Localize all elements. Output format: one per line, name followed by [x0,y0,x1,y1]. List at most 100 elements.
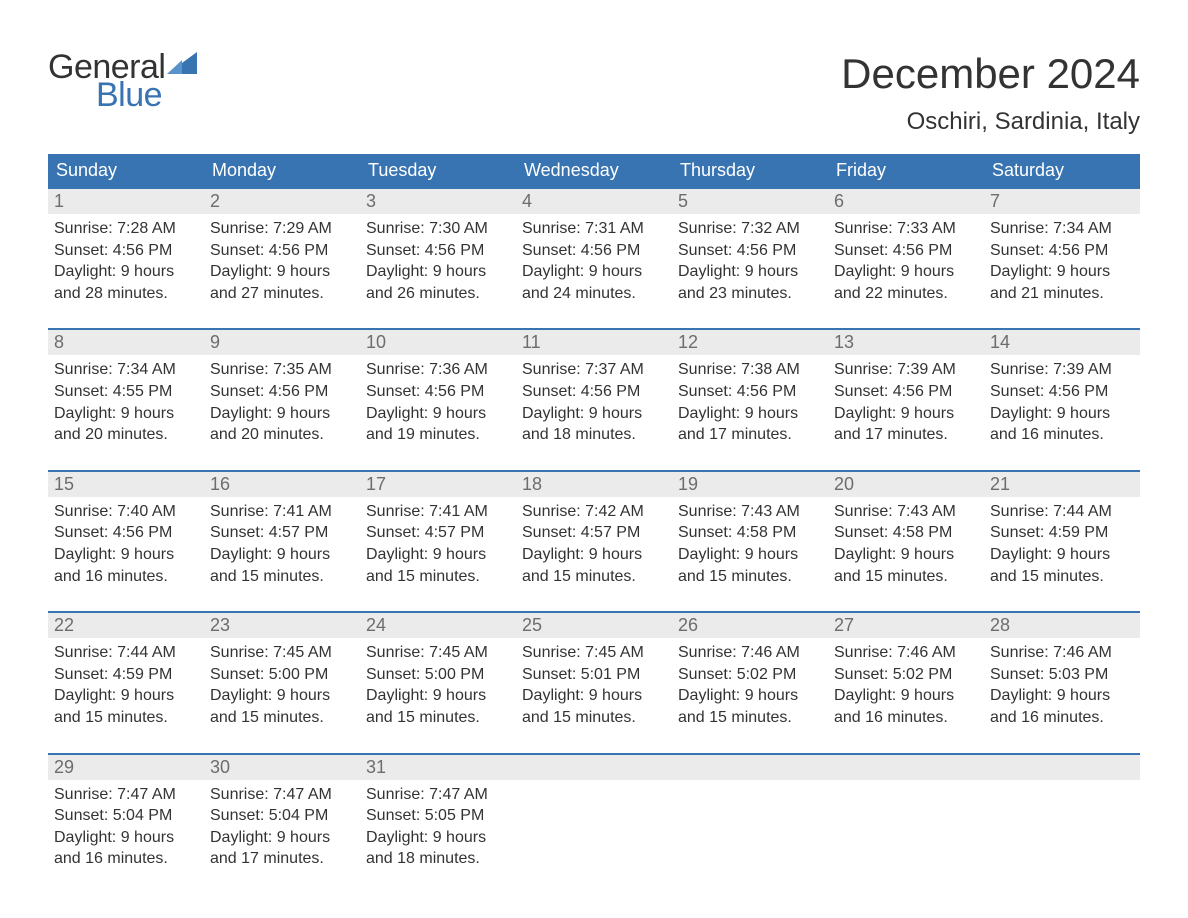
daylight-text-2: and 15 minutes. [54,707,198,729]
week-row: 22Sunrise: 7:44 AMSunset: 4:59 PMDayligh… [48,611,1140,734]
day-cell: 24Sunrise: 7:45 AMSunset: 5:00 PMDayligh… [360,613,516,734]
day-number: 22 [54,615,74,635]
day-number-row: 5 [672,189,828,214]
daylight-text-2: and 28 minutes. [54,283,198,305]
daylight-text-1: Daylight: 9 hours [366,685,510,707]
day-number: 12 [678,332,698,352]
day-cell: 12 Sunrise: 7:38 AMSunset: 4:56 PMDayligh… [672,330,828,451]
day-number-row: 29 [48,755,204,780]
day-number-row [516,755,672,780]
location: Oschiri, Sardinia, Italy [841,108,1140,136]
day-number: 31 [366,757,386,777]
day-number-row: 1 [48,189,204,214]
day-number-row: 23 [204,613,360,638]
day-number-row: 4 [516,189,672,214]
month-title: December 2024 [841,50,1140,98]
daylight-text-1: Daylight: 9 hours [210,261,354,283]
day-body: Sunrise: 7:41 AMSunset: 4:57 PMDaylight:… [360,497,516,593]
day-number: 25 [522,615,542,635]
daylight-text-1: Daylight: 9 hours [834,403,978,425]
daylight-text-2: and 26 minutes. [366,283,510,305]
daylight-text-1: Daylight: 9 hours [210,403,354,425]
day-cell: 15Sunrise: 7:40 AMSunset: 4:56 PMDayligh… [48,472,204,593]
day-body: Sunrise: 7:47 AMSunset: 5:05 PMDaylight:… [360,780,516,876]
daylight-text-2: and 21 minutes. [990,283,1134,305]
day-cell [516,755,672,876]
day-body: Sunrise: 7:34 AMSunset: 4:55 PMDaylight:… [48,355,204,451]
daylight-text-1: Daylight: 9 hours [210,544,354,566]
daylight-text-1: Daylight: 9 hours [522,261,666,283]
sunset-text: Sunset: 5:04 PM [54,805,198,827]
day-cell: 19Sunrise: 7:43 AMSunset: 4:58 PMDayligh… [672,472,828,593]
day-number: 15 [54,474,74,494]
sunrise-text: Sunrise: 7:45 AM [522,642,666,664]
day-number-row: 10 [360,330,516,355]
day-number: 16 [210,474,230,494]
sunrise-text: Sunrise: 7:39 AM [834,359,978,381]
day-number: 3 [366,191,376,211]
day-number-row: 12 [672,330,828,355]
daylight-text-1: Daylight: 9 hours [522,403,666,425]
daylight-text-2: and 15 minutes. [366,707,510,729]
day-body: Sunrise: 7:36 AMSunset: 4:56 PMDaylight:… [360,355,516,451]
sunset-text: Sunset: 4:56 PM [210,240,354,262]
weekday-header: Tuesday [360,154,516,187]
daylight-text-2: and 17 minutes. [678,424,822,446]
day-cell: 11Sunrise: 7:37 AMSunset: 4:56 PMDayligh… [516,330,672,451]
day-cell: 13Sunrise: 7:39 AMSunset: 4:56 PMDayligh… [828,330,984,451]
day-number: 10 [366,332,386,352]
daylight-text-1: Daylight: 9 hours [990,261,1134,283]
weekday-header-row: Sunday Monday Tuesday Wednesday Thursday… [48,154,1140,187]
day-number: 6 [834,191,844,211]
daylight-text-2: and 16 minutes. [54,848,198,870]
weekday-header: Friday [828,154,984,187]
sunrise-text: Sunrise: 7:31 AM [522,218,666,240]
weekday-header: Saturday [984,154,1140,187]
day-number-row: 13 [828,330,984,355]
daylight-text-1: Daylight: 9 hours [366,827,510,849]
daylight-text-1: Daylight: 9 hours [990,685,1134,707]
sunrise-text: Sunrise: 7:42 AM [522,501,666,523]
daylight-text-1: Daylight: 9 hours [990,544,1134,566]
daylight-text-1: Daylight: 9 hours [834,544,978,566]
daylight-text-2: and 15 minutes. [678,566,822,588]
day-cell: 25Sunrise: 7:45 AMSunset: 5:01 PMDayligh… [516,613,672,734]
day-body: Sunrise: 7:39 AMSunset: 4:56 PMDaylight:… [984,355,1140,451]
day-number: 11 [522,332,541,352]
day-body: Sunrise: 7:35 AMSunset: 4:56 PMDaylight:… [204,355,360,451]
day-body: Sunrise: 7:33 AMSunset: 4:56 PMDaylight:… [828,214,984,310]
day-cell: 1Sunrise: 7:28 AMSunset: 4:56 PMDaylight… [48,189,204,310]
day-body: Sunrise: 7:34 AMSunset: 4:56 PMDaylight:… [984,214,1140,310]
sunrise-text: Sunrise: 7:47 AM [366,784,510,806]
day-number: 5 [678,191,688,211]
weekday-header: Thursday [672,154,828,187]
day-cell [984,755,1140,876]
day-cell: 18Sunrise: 7:42 AMSunset: 4:57 PMDayligh… [516,472,672,593]
day-number: 8 [54,332,64,352]
day-number-row: 21 [984,472,1140,497]
title-block: December 2024 Oschiri, Sardinia, Italy [841,50,1140,136]
day-cell: 7Sunrise: 7:34 AMSunset: 4:56 PMDaylight… [984,189,1140,310]
sunrise-text: Sunrise: 7:34 AM [54,359,198,381]
day-number-row [672,755,828,780]
sunrise-text: Sunrise: 7:47 AM [54,784,198,806]
day-number: 21 [990,474,1010,494]
day-body: Sunrise: 7:31 AMSunset: 4:56 PMDaylight:… [516,214,672,310]
day-body: Sunrise: 7:46 AMSunset: 5:03 PMDaylight:… [984,638,1140,734]
daylight-text-2: and 18 minutes. [366,848,510,870]
daylight-text-1: Daylight: 9 hours [990,403,1134,425]
day-number: 19 [678,474,698,494]
day-body: Sunrise: 7:38 AMSunset: 4:56 PMDaylight:… [672,355,828,451]
sunset-text: Sunset: 4:57 PM [522,522,666,544]
day-cell: 20Sunrise: 7:43 AMSunset: 4:58 PMDayligh… [828,472,984,593]
day-cell: 8 Sunrise: 7:34 AMSunset: 4:55 PMDaylight… [48,330,204,451]
daylight-text-2: and 15 minutes. [834,566,978,588]
day-number-row: 14 [984,330,1140,355]
day-number-row: 15 [48,472,204,497]
daylight-text-2: and 22 minutes. [834,283,978,305]
day-number: 9 [210,332,220,352]
day-number: 29 [54,757,74,777]
daylight-text-2: and 17 minutes. [834,424,978,446]
daylight-text-1: Daylight: 9 hours [678,403,822,425]
day-cell: 14Sunrise: 7:39 AMSunset: 4:56 PMDayligh… [984,330,1140,451]
